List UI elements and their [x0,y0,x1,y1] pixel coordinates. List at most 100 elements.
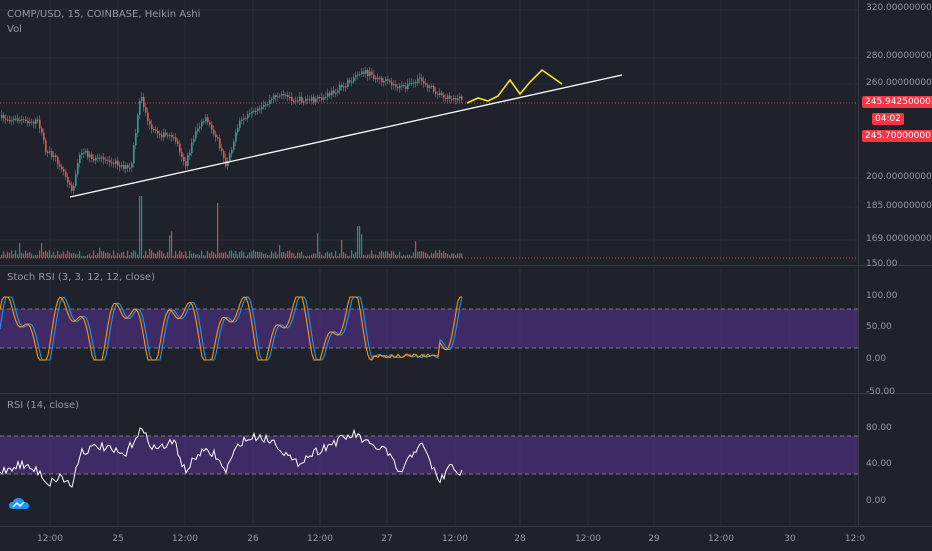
candle-body [177,141,179,144]
volume-bar [47,252,49,258]
candle-body [29,122,31,124]
candle-body [461,96,463,100]
candle-body [33,121,35,124]
candle-body [149,120,151,125]
candle-body [387,79,389,81]
candle-body [145,107,147,113]
candle-body [257,108,259,112]
volume-bar [49,250,51,258]
volume-bar [221,252,223,258]
candle-body [307,99,309,101]
volume-bar [243,252,245,258]
candle-body [237,127,239,133]
candle-body [339,85,341,91]
candle-body [343,86,345,88]
volume-bar [201,250,203,258]
volume-bar [291,252,293,258]
volume-bar [29,251,31,258]
volume-legend[interactable]: Vol [7,24,22,35]
volume-bar [169,235,171,258]
candle-body [341,85,343,87]
volume-bar [237,254,239,258]
candle-body [373,74,375,80]
volume-bar [363,254,365,258]
price-chart-pane[interactable]: COMP/USD, 15, COINBASE, Heikin Ashi Vol [0,0,858,262]
volume-bar [321,254,323,258]
candle-body [423,81,425,84]
candle-body [289,96,291,98]
volume-bar [195,254,197,258]
time-axis-tick: 12:00 [37,534,63,544]
rsi-svg [0,394,858,526]
stoch-d-line [0,296,462,361]
candle-body [313,97,315,103]
volume-bar [179,250,181,258]
volume-bar [451,253,453,258]
stoch-rsi-pane[interactable]: Stoch RSI (3, 3, 12, 12, close) [0,268,858,392]
candle-body [323,97,325,100]
volume-bar [357,226,359,258]
candle-body [265,104,267,106]
volume-bar [153,252,155,258]
symbol-legend[interactable]: COMP/USD, 15, COINBASE, Heikin Ashi [7,9,201,20]
volume-bar [181,251,183,258]
candle-body [415,82,417,84]
volume-bar [227,254,229,258]
candle-body [73,185,75,191]
volume-bar [423,251,425,258]
candle-body [287,95,289,97]
volume-bar [67,250,69,258]
volume-bar [137,254,139,258]
volume-bar [293,253,295,258]
candle-body [107,160,109,162]
volume-bar [345,253,347,258]
volume-bar [9,252,11,258]
candle-body [247,114,249,119]
candle-body [77,163,79,175]
volume-bar [159,250,161,258]
volume-bar [139,196,141,258]
tradingview-cloud-icon[interactable] [8,496,30,512]
stoch-rsi-legend[interactable]: Stoch RSI (3, 3, 12, 12, close) [7,272,155,283]
volume-bar [421,251,423,258]
volume-bar [301,251,303,258]
volume-bar [361,234,363,258]
volume-bar [107,252,109,258]
volume-bar [371,250,373,258]
price-axis[interactable] [858,0,932,526]
volume-bar [355,252,357,258]
candle-body [129,167,131,169]
rsi-pane[interactable]: RSI (14, close) [0,394,858,526]
candle-body [335,92,337,94]
candle-body [51,151,53,158]
candle-body [459,96,461,99]
candle-body [11,120,13,122]
volume-bar [249,252,251,258]
time-axis[interactable] [0,526,932,551]
volume-bar [303,255,305,258]
candle-body [375,77,377,80]
candle-body [175,137,177,142]
candle-body [69,182,71,185]
volume-bar [79,251,81,258]
candle-body [349,80,351,83]
candle-body [193,138,195,143]
candle-body [183,156,185,162]
candle-body [35,119,37,124]
pane-divider[interactable] [0,393,932,394]
volume-bar [407,254,409,258]
stoch-rsi-svg [0,268,858,392]
volume-bar [449,255,451,258]
volume-bar [425,252,427,258]
candle-body [437,93,439,95]
volume-bar [427,254,429,258]
rsi-legend[interactable]: RSI (14, close) [7,400,80,411]
volume-bar [265,253,267,258]
volume-bar [131,252,133,258]
volume-bar [207,250,209,258]
candle-body [311,97,313,101]
candle-body [203,121,205,123]
candle-body [249,113,251,115]
pane-divider[interactable] [0,265,932,266]
volume-bar [443,251,445,258]
